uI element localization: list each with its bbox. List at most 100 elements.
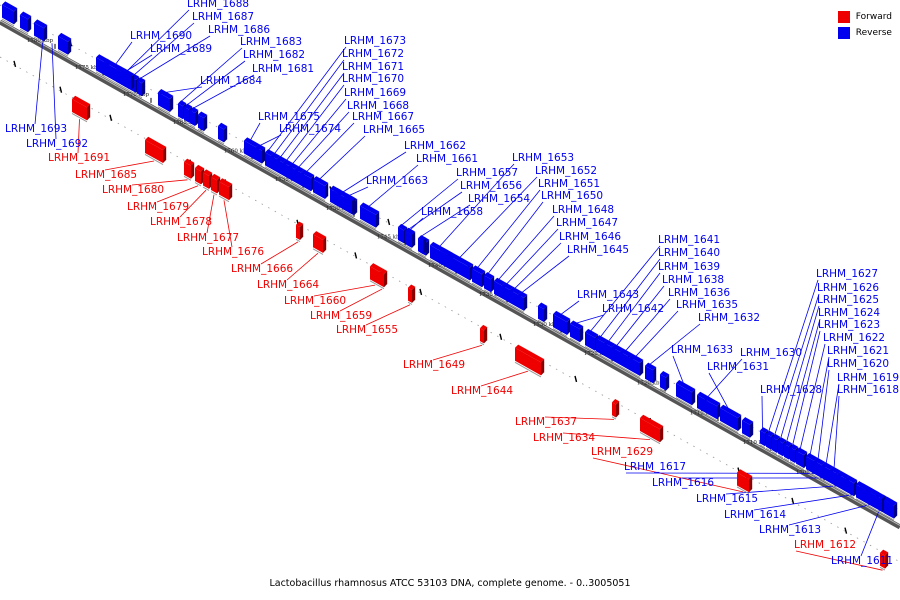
gene-label[interactable]: LRHM_1690 <box>130 30 192 42</box>
gene-block-top <box>604 339 616 348</box>
gene-label[interactable]: LRHM_1691 <box>48 152 110 164</box>
gene-label[interactable]: LRHM_1672 <box>342 48 404 60</box>
gene-label[interactable]: LRHM_1645 <box>567 244 629 256</box>
gene-label[interactable]: LRHM_1617 <box>624 461 686 473</box>
gene-label[interactable]: LRHM_1634 <box>533 432 595 444</box>
gene-block-shadow <box>509 304 519 310</box>
gene-label[interactable]: LRHM_1647 <box>556 217 618 229</box>
gene-label[interactable]: LRHM_1624 <box>818 307 880 319</box>
gene-label[interactable]: LRHM_1643 <box>577 289 639 301</box>
gene-label[interactable]: LRHM_1629 <box>591 446 653 458</box>
gene-block-shadow <box>821 479 831 485</box>
gene-label[interactable]: LRHM_1614 <box>724 509 786 521</box>
gene-label[interactable]: LRHM_1654 <box>468 193 530 205</box>
gene-label[interactable]: LRHM_1636 <box>668 287 730 299</box>
gene-label[interactable]: LRHM_1669 <box>344 87 406 99</box>
gene-label[interactable]: LRHM_1653 <box>512 152 574 164</box>
gene-label[interactable]: LRHM_1640 <box>658 247 720 259</box>
gene-label[interactable]: LRHM_1675 <box>258 111 320 123</box>
gene-label[interactable]: LRHM_1658 <box>421 206 483 218</box>
gene-label[interactable]: LRHM_1615 <box>696 493 758 505</box>
gene-label[interactable]: LRHM_1649 <box>403 359 465 371</box>
gene-label[interactable]: LRHM_1633 <box>671 344 733 356</box>
gene-leader-line <box>780 305 820 440</box>
gene-label[interactable]: LRHM_1661 <box>416 153 478 165</box>
gene-label[interactable]: LRHM_1621 <box>827 345 889 357</box>
gene-label[interactable]: LRHM_1616 <box>652 477 714 489</box>
gene-label[interactable]: LRHM_1657 <box>456 167 518 179</box>
gene-label[interactable]: LRHM_1625 <box>817 294 879 306</box>
gene-label[interactable]: LRHM_1632 <box>698 312 760 324</box>
gene-label[interactable]: LRHM_1674 <box>279 123 341 135</box>
gene-label[interactable]: LRHM_1685 <box>75 169 137 181</box>
gene-label[interactable]: LRHM_1638 <box>662 274 724 286</box>
gene-label[interactable]: LRHM_1678 <box>150 216 212 228</box>
gene-block <box>379 268 388 290</box>
gene-label[interactable]: LRHM_1635 <box>676 299 738 311</box>
gene-label[interactable]: LRHM_1665 <box>363 124 425 136</box>
gene-label[interactable]: LRHM_1613 <box>759 524 821 536</box>
gene-label[interactable]: LRHM_1611 <box>831 555 893 567</box>
gene-label[interactable]: LRHM_1680 <box>102 184 164 196</box>
gene-block-face <box>515 347 541 376</box>
gene-label[interactable]: LRHM_1687 <box>192 11 254 23</box>
gene-label[interactable]: LRHM_1630 <box>740 347 802 359</box>
gene-label[interactable]: LRHM_1689 <box>150 43 212 55</box>
gene-label[interactable]: LRHM_1620 <box>827 358 889 370</box>
gene-label[interactable]: LRHM_1648 <box>552 204 614 216</box>
gene-label[interactable]: LRHM_1631 <box>707 361 769 373</box>
gene-label[interactable]: LRHM_1612 <box>794 539 856 551</box>
gene-label[interactable]: LRHM_1683 <box>240 36 302 48</box>
gene-label[interactable]: LRHM_1627 <box>816 268 878 280</box>
gene-label[interactable]: LRHM_1660 <box>284 295 346 307</box>
scale-tick-label: 1775 kbp <box>75 65 102 71</box>
gene-label[interactable]: LRHM_1646 <box>559 231 621 243</box>
gene-label[interactable]: LRHM_1676 <box>202 246 264 258</box>
gene-label[interactable]: LRHM_1641 <box>658 234 720 246</box>
gene-label[interactable]: LRHM_1659 <box>310 310 372 322</box>
gene-label[interactable]: LRHM_1670 <box>342 73 404 85</box>
gene-label[interactable]: LRHM_1626 <box>817 282 879 294</box>
gene-label[interactable]: LRHM_1622 <box>823 332 885 344</box>
gene-label[interactable]: LRHM_1637 <box>515 416 577 428</box>
gene-label[interactable]: LRHM_1692 <box>26 138 88 150</box>
gene-label[interactable]: LRHM_1662 <box>404 140 466 152</box>
gene-block-top <box>880 549 889 556</box>
gene-label[interactable]: LRHM_1684 <box>200 75 262 87</box>
gene-label[interactable]: LRHM_1651 <box>538 178 600 190</box>
gene-label[interactable]: LRHM_1693 <box>5 123 67 135</box>
gene-label[interactable]: LRHM_1618 <box>837 384 899 396</box>
gene-block-side <box>384 270 388 288</box>
gene-block <box>210 173 221 196</box>
gene-label[interactable]: LRHM_1642 <box>602 303 664 315</box>
gene-block-side <box>885 552 889 569</box>
gene-block-side <box>44 25 48 42</box>
gene-label[interactable]: LRHM_1628 <box>760 384 822 396</box>
gene-label[interactable]: LRHM_1644 <box>451 385 513 397</box>
gene-label[interactable]: LRHM_1681 <box>252 63 314 75</box>
feature-mark <box>791 497 795 505</box>
gene-label[interactable]: LRHM_1639 <box>658 261 720 273</box>
gene-label[interactable]: LRHM_1666 <box>231 263 293 275</box>
gene-label[interactable]: LRHM_1673 <box>344 35 406 47</box>
gene-label[interactable]: LRHM_1656 <box>460 180 522 192</box>
gene-label[interactable]: LRHM_1671 <box>342 61 404 73</box>
feature-mark <box>387 218 391 226</box>
gene-block-shadow <box>471 282 483 290</box>
gene-label[interactable]: LRHM_1663 <box>366 175 428 187</box>
gene-block <box>644 362 657 386</box>
gene-label[interactable]: LRHM_1655 <box>336 324 398 336</box>
gene-label[interactable]: LRHM_1688 <box>187 0 249 10</box>
gene-label[interactable]: LRHM_1679 <box>127 201 189 213</box>
gene-label[interactable]: LRHM_1677 <box>177 232 239 244</box>
gene-label[interactable]: LRHM_1623 <box>818 319 880 331</box>
gene-label[interactable]: LRHM_1652 <box>535 165 597 177</box>
gene-label[interactable]: LRHM_1682 <box>243 49 305 61</box>
gene-label[interactable]: LRHM_1650 <box>541 190 603 202</box>
gene-label[interactable]: LRHM_1664 <box>257 279 319 291</box>
gene-label[interactable]: LRHM_1686 <box>208 24 270 36</box>
gene-label[interactable]: LRHM_1667 <box>352 111 414 123</box>
gene-label[interactable]: LRHM_1619 <box>837 372 899 384</box>
gene-leader-line <box>634 310 679 358</box>
gene-label[interactable]: LRHM_1668 <box>347 100 409 112</box>
